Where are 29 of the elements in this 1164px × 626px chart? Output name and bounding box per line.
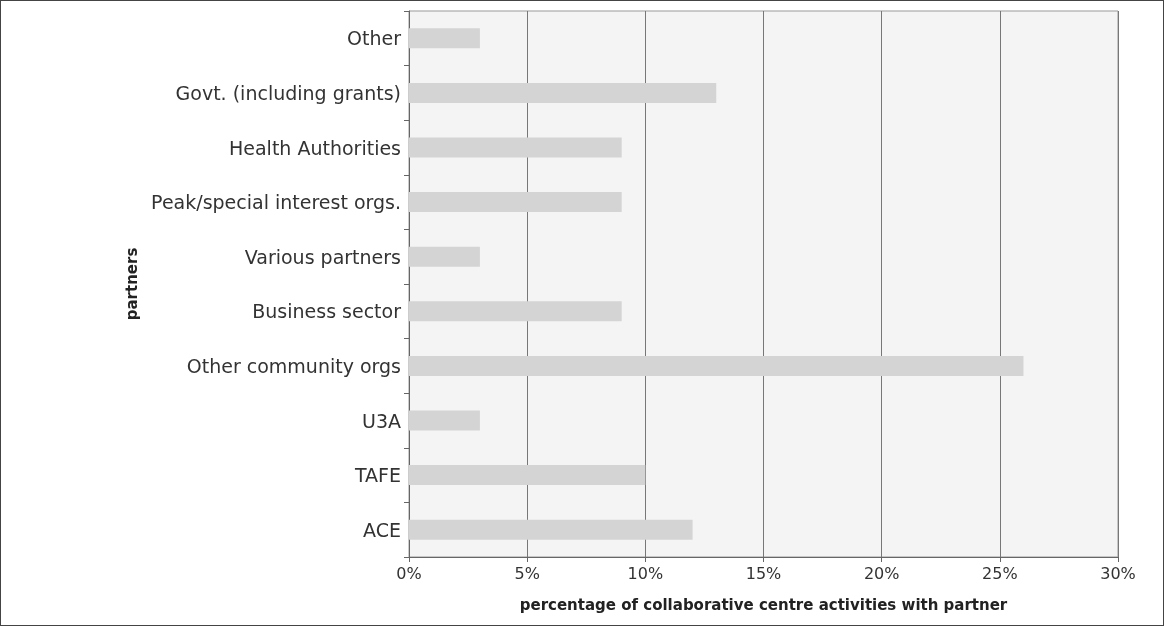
y-tick-label: Other community orgs — [186, 354, 401, 377]
y-tick-label: Various partners — [244, 245, 401, 268]
y-tick-label: Other — [347, 27, 402, 50]
y-tick-label: ACE — [363, 518, 401, 541]
x-tick-label: 25% — [982, 563, 1018, 583]
x-tick-label: 5% — [514, 563, 540, 583]
bar — [409, 465, 646, 486]
y-tick-label: Business sector — [252, 300, 402, 323]
x-tick-label: 0% — [396, 563, 422, 583]
bar — [409, 355, 1024, 376]
x-tick-label: 15% — [745, 563, 782, 583]
x-tick-label: 20% — [863, 563, 900, 583]
x-tick-label: 10% — [627, 563, 664, 583]
y-tick-label: TAFE — [353, 464, 401, 487]
y-tick-label: Peak/special interest orgs. — [151, 191, 401, 214]
bar — [409, 137, 622, 158]
y-tick-label: Health Authorities — [229, 136, 401, 159]
bar — [409, 246, 480, 267]
bar — [409, 519, 693, 540]
bar — [409, 301, 622, 322]
bar — [409, 192, 622, 213]
y-tick-label: U3A — [362, 409, 401, 432]
y-axis-title: partners — [122, 247, 141, 321]
x-axis-title: percentage of collaborative centre activities with partner — [519, 595, 1008, 614]
y-tick-label: Govt. (including grants) — [175, 81, 401, 104]
bar — [409, 82, 717, 103]
bar — [409, 28, 480, 49]
bar — [409, 410, 480, 431]
x-tick-label: 30% — [1100, 563, 1136, 583]
